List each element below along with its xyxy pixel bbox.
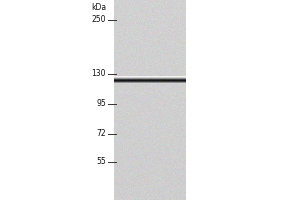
Text: 130: 130 [92,70,106,78]
Text: 250: 250 [92,16,106,24]
Text: 95: 95 [96,99,106,108]
Text: 72: 72 [96,130,106,138]
Text: 55: 55 [96,158,106,166]
Text: kDa: kDa [91,3,106,12]
